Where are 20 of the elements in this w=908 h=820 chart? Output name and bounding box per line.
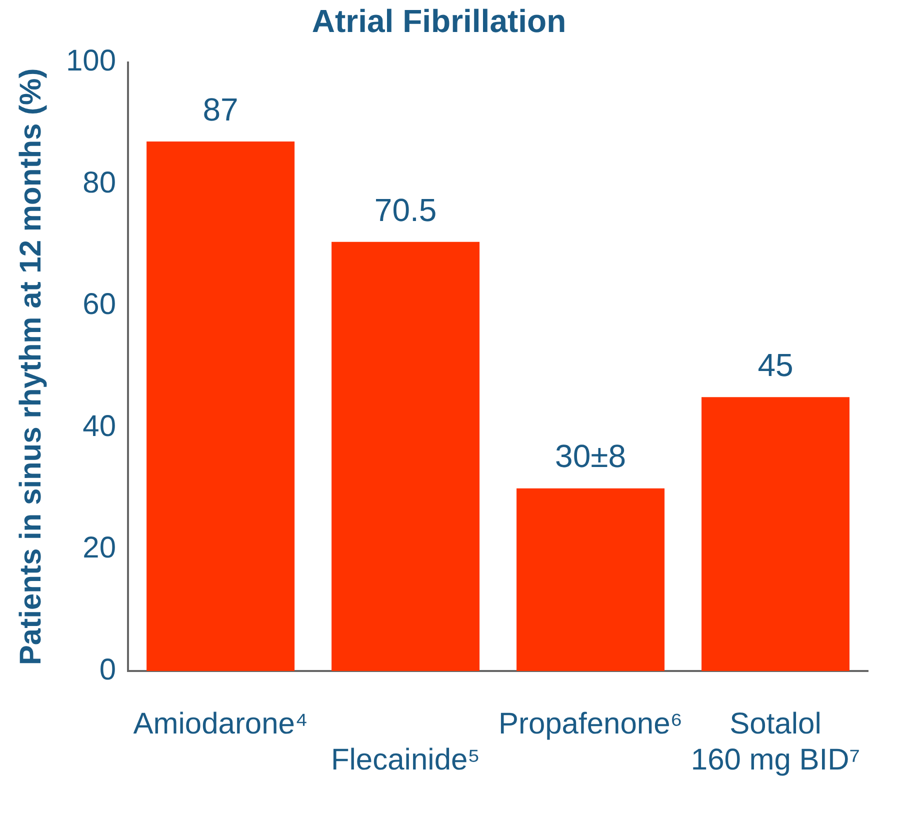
bar — [146, 142, 295, 671]
y-tick-label: 20 — [82, 532, 116, 565]
x-tick-label: Sotalol 160 mg BID⁷ — [690, 707, 860, 776]
y-tick-label: 80 — [82, 166, 116, 200]
y-tick-label: 0 — [99, 653, 116, 686]
data-label: 87 — [202, 91, 238, 128]
y-tick-label: 40 — [82, 410, 116, 443]
bar — [702, 397, 850, 671]
chart-title: Atrial Fibrillation — [312, 3, 566, 40]
bar — [516, 488, 665, 671]
y-tick-label: 60 — [82, 288, 116, 322]
data-label: 45 — [758, 346, 794, 383]
x-tick-label: Propafenone⁶ — [498, 707, 683, 740]
y-tick-label: 100 — [66, 44, 116, 78]
y-axis-title: Patients in sinus rhythm at 12 months (%) — [14, 68, 48, 666]
data-label: 30±8 — [555, 438, 626, 474]
x-tick-label: Amiodarone⁴ — [133, 707, 308, 740]
x-tick-label: Flecainide⁵ — [330, 743, 480, 776]
data-label: 70.5 — [374, 192, 437, 228]
bar — [332, 242, 480, 671]
